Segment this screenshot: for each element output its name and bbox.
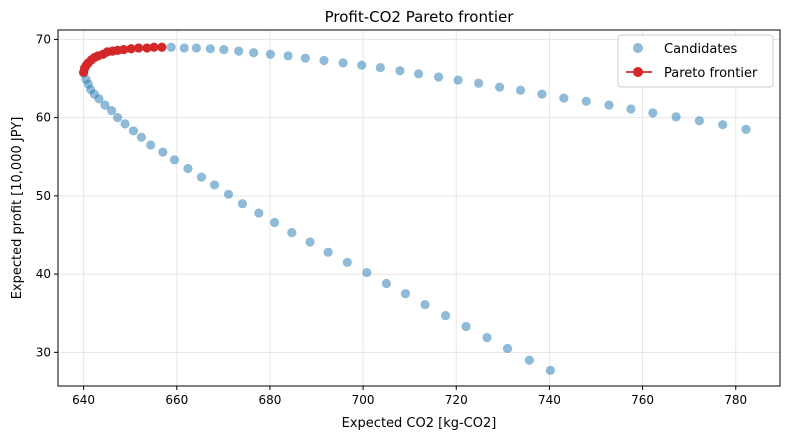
y-axis-label: Expected profit [10,000 JPY] <box>10 117 25 300</box>
candidate-point <box>100 100 110 110</box>
candidate-point <box>413 69 424 79</box>
candidate-point <box>305 237 315 247</box>
x-tick-label: 640 <box>72 393 95 407</box>
legend-pareto-label: Pareto frontier <box>664 66 758 81</box>
candidate-point <box>357 60 367 70</box>
candidate-point <box>166 42 176 52</box>
candidate-point <box>420 300 430 310</box>
x-tick-label: 680 <box>258 393 281 407</box>
y-tick-label: 30 <box>36 345 51 359</box>
candidate-point <box>158 147 168 157</box>
candidate-point <box>205 44 215 54</box>
candidate-point <box>433 72 444 82</box>
legend-candidates-label: Candidates <box>664 42 737 57</box>
y-tick-label: 70 <box>36 32 51 46</box>
pareto-point <box>149 42 159 52</box>
candidate-point <box>537 89 547 99</box>
x-tick-label: 660 <box>165 393 188 407</box>
candidate-point <box>94 94 104 104</box>
candidate-point <box>319 55 329 66</box>
candidate-point <box>718 120 728 130</box>
candidate-point <box>237 199 248 209</box>
candidate-point <box>249 48 259 58</box>
candidate-point <box>209 180 220 190</box>
legend-box <box>617 34 774 88</box>
candidate-point <box>169 155 180 165</box>
candidate-point <box>581 96 591 106</box>
candidate-point <box>196 172 207 182</box>
pareto-point <box>126 44 136 54</box>
candidate-point <box>671 112 681 122</box>
candidate-point <box>265 49 276 59</box>
candidate-point <box>179 43 189 53</box>
candidate-point <box>494 82 505 92</box>
candidate-point <box>223 189 234 199</box>
candidate-point <box>474 78 484 88</box>
x-tick-label: 760 <box>631 393 654 407</box>
candidate-point <box>287 228 297 238</box>
candidate-point <box>128 126 139 136</box>
candidate-point <box>146 140 156 150</box>
candidate-point <box>136 132 146 142</box>
candidate-point <box>362 267 372 278</box>
candidate-point <box>694 116 705 126</box>
pareto-point <box>133 43 144 53</box>
pareto-point <box>157 42 167 52</box>
candidate-point <box>234 46 244 56</box>
pareto-point <box>142 43 152 53</box>
tick-layer: 640 660 680 700 720 740 760 780 30 40 50 60 70 <box>36 32 747 407</box>
candidate-point <box>120 119 130 129</box>
candidate-point <box>183 163 193 174</box>
chart-title: Profit-CO2 Pareto frontier <box>325 8 515 26</box>
candidate-point <box>338 58 348 68</box>
candidate-point <box>453 75 463 85</box>
candidate-point <box>461 321 471 332</box>
candidate-point <box>300 53 310 63</box>
plot-frame <box>57 29 781 387</box>
candidate-point <box>323 247 333 257</box>
candidate-point <box>283 51 293 61</box>
candidate-point <box>375 62 385 73</box>
candidate-point <box>254 208 264 218</box>
candidate-point <box>741 124 751 134</box>
candidate-point <box>515 85 526 95</box>
x-tick-label: 720 <box>445 393 468 407</box>
candidate-point <box>482 332 492 343</box>
candidate-point <box>191 43 201 53</box>
candidate-point <box>502 343 513 354</box>
y-tick-label: 60 <box>36 111 51 125</box>
x-tick-label: 700 <box>352 393 375 407</box>
candidate-point <box>400 289 411 299</box>
candidate-point <box>545 365 555 375</box>
candidate-point <box>626 104 636 114</box>
y-tick-label: 50 <box>36 189 51 203</box>
pareto-point <box>119 44 129 55</box>
candidate-point <box>604 100 614 110</box>
data-layer <box>79 42 751 375</box>
candidate-point <box>113 113 123 123</box>
legend-candidates-marker <box>633 43 643 53</box>
candidate-point <box>342 257 352 267</box>
candidate-point <box>559 93 569 103</box>
candidate-point <box>395 66 405 76</box>
candidate-point <box>219 44 229 55</box>
candidate-point <box>381 278 391 289</box>
x-tick-label: 740 <box>538 393 561 407</box>
legend: Candidates Pareto frontier <box>617 34 774 88</box>
candidate-point <box>106 105 117 116</box>
legend-pareto-marker <box>633 67 643 77</box>
y-tick-label: 40 <box>36 267 51 281</box>
candidate-point <box>524 355 534 365</box>
x-axis-label: Expected CO2 [kg-CO2] <box>342 416 497 431</box>
candidate-point <box>440 310 451 321</box>
candidate-point <box>648 108 658 118</box>
candidate-point <box>270 217 280 228</box>
x-tick-label: 780 <box>724 393 747 407</box>
